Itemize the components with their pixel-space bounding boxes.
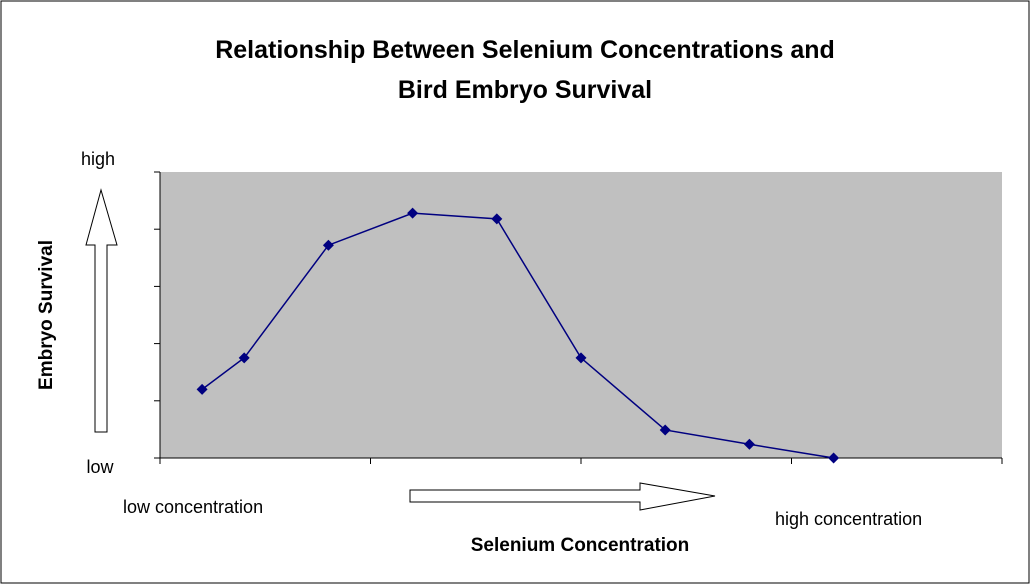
plot-background — [160, 172, 1002, 458]
data-point — [743, 438, 755, 450]
data-point — [196, 383, 208, 395]
chart-title: Relationship Between Selenium Concentrat… — [215, 36, 835, 104]
data-point — [322, 239, 334, 251]
data-point — [659, 424, 671, 436]
y-axis-label: Embryo Survival — [36, 240, 57, 390]
y-arrow — [85, 188, 118, 433]
data-point — [238, 352, 250, 364]
data-point — [491, 213, 503, 225]
data-point — [828, 452, 840, 464]
plot-area — [154, 171, 1003, 464]
data-point — [407, 207, 419, 219]
data-point — [575, 352, 587, 364]
x-axis-label: Selenium Concentration — [471, 535, 690, 556]
y-low-label: low — [86, 457, 114, 477]
x-high-label: high concentration — [775, 509, 922, 529]
y-high-label: high — [81, 149, 115, 169]
x-arrow — [409, 482, 716, 511]
x-low-label: low concentration — [123, 497, 263, 517]
